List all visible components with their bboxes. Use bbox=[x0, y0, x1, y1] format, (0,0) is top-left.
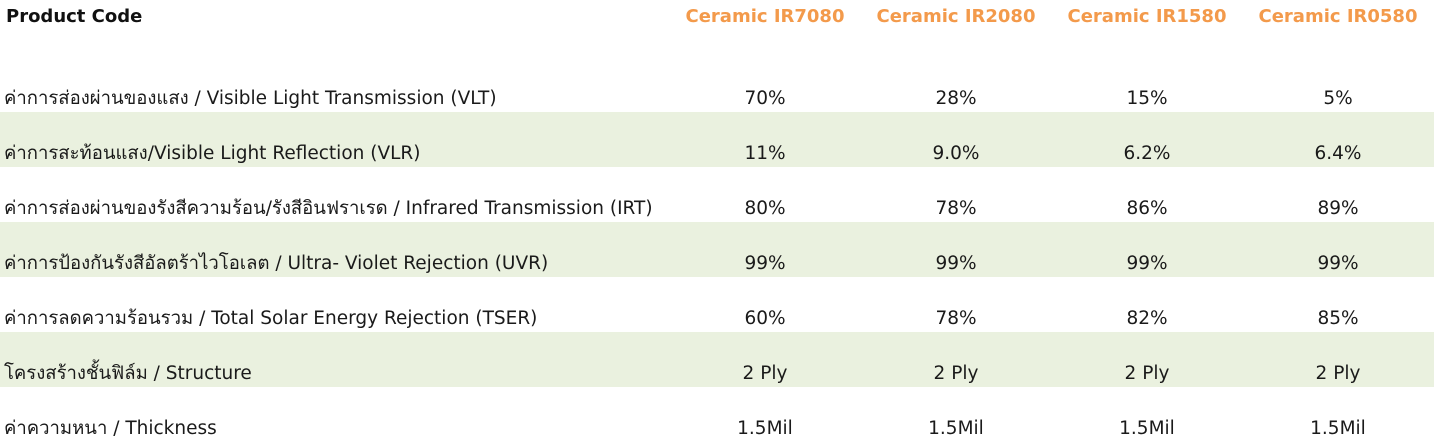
value-cell: 6.2% bbox=[1123, 143, 1171, 164]
value-cell: 11% bbox=[744, 143, 786, 164]
value-cell: 86% bbox=[1126, 198, 1168, 219]
value-cell: 2 Ply bbox=[1124, 363, 1170, 384]
table-row: ค่าความหนา / Thickness 1.5Mil 1.5Mil 1.5… bbox=[0, 387, 1434, 442]
row-label: ค่าการป้องกันรังสีอัลตร้าไวโอเลต / Ultra… bbox=[4, 253, 549, 274]
table-row: ค่าการสะท้อนแสง/Visible Light Reflection… bbox=[0, 112, 1434, 167]
value-cell: 2 Ply bbox=[742, 363, 788, 384]
row-label: ค่าความหนา / Thickness bbox=[4, 418, 217, 439]
value-cell: 70% bbox=[744, 88, 786, 109]
value-cell: 99% bbox=[1126, 253, 1168, 274]
value-cell: 15% bbox=[1126, 88, 1168, 109]
header-row: Product Code Ceramic IR7080 Ceramic IR20… bbox=[0, 0, 1434, 40]
row-label: โครงสร้างชั้นฟิล์ม / Structure bbox=[4, 363, 252, 384]
table-row: ค่าการส่องผ่านของแสง / Visible Light Tra… bbox=[0, 57, 1434, 112]
row-label: ค่าการส่องผ่านของรังสีความร้อน/รังสีอินฟ… bbox=[4, 198, 653, 219]
value-cell: 6.4% bbox=[1314, 143, 1362, 164]
product-header-ir1580: Ceramic IR1580 bbox=[1067, 6, 1227, 27]
value-cell: 82% bbox=[1126, 308, 1168, 329]
value-cell: 5% bbox=[1323, 88, 1353, 109]
value-cell: 99% bbox=[1317, 253, 1359, 274]
value-cell: 9.0% bbox=[932, 143, 980, 164]
product-header-ir7080: Ceramic IR7080 bbox=[685, 6, 845, 27]
value-cell: 99% bbox=[935, 253, 977, 274]
product-header-ir0580: Ceramic IR0580 bbox=[1258, 6, 1418, 27]
product-header-ir2080: Ceramic IR2080 bbox=[876, 6, 1036, 27]
table-row: ค่าการป้องกันรังสีอัลตร้าไวโอเลต / Ultra… bbox=[0, 222, 1434, 277]
value-cell: 1.5Mil bbox=[928, 418, 984, 439]
table-row: ค่าการส่องผ่านของรังสีความร้อน/รังสีอินฟ… bbox=[0, 167, 1434, 222]
table-row: โครงสร้างชั้นฟิล์ม / Structure 2 Ply 2 P… bbox=[0, 332, 1434, 387]
value-cell: 60% bbox=[744, 308, 786, 329]
row-label: ค่าการลดความร้อนรวม / Total Solar Energy… bbox=[4, 308, 538, 329]
product-code-label: Product Code bbox=[6, 6, 143, 27]
value-cell: 2 Ply bbox=[1315, 363, 1361, 384]
value-cell: 99% bbox=[744, 253, 786, 274]
value-cell: 78% bbox=[935, 308, 977, 329]
value-cell: 1.5Mil bbox=[1119, 418, 1175, 439]
row-label: ค่าการสะท้อนแสง/Visible Light Reflection… bbox=[4, 143, 421, 164]
row-label: ค่าการส่องผ่านของแสง / Visible Light Tra… bbox=[4, 88, 497, 109]
value-cell: 89% bbox=[1317, 198, 1359, 219]
value-cell: 85% bbox=[1317, 308, 1359, 329]
value-cell: 1.5Mil bbox=[1310, 418, 1366, 439]
value-cell: 78% bbox=[935, 198, 977, 219]
value-cell: 28% bbox=[935, 88, 977, 109]
value-cell: 1.5Mil bbox=[737, 418, 793, 439]
table-row: ค่าการลดความร้อนรวม / Total Solar Energy… bbox=[0, 277, 1434, 332]
value-cell: 2 Ply bbox=[933, 363, 979, 384]
value-cell: 80% bbox=[744, 198, 786, 219]
